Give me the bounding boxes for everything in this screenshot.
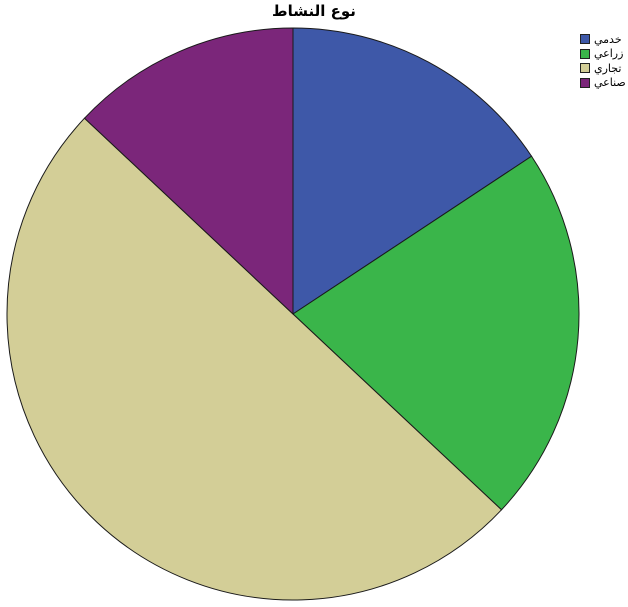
legend-label: تجاري — [594, 61, 622, 75]
pie-slice-2 — [292, 155, 580, 511]
legend: خدمي زراعي تجاري صناعي — [580, 32, 626, 90]
pie-slice-4 — [83, 27, 294, 316]
legend-label: خدمي — [594, 32, 622, 46]
legend-swatch — [580, 77, 590, 88]
pie-slice-1 — [292, 27, 533, 315]
legend-label: صناعي — [594, 76, 626, 90]
legend-item-2: زراعي — [580, 47, 626, 62]
legend-item-4: صناعي — [580, 76, 626, 91]
pie-slice-3 — [6, 117, 503, 601]
legend-label: زراعي — [594, 47, 624, 61]
legend-swatch — [580, 63, 590, 74]
legend-swatch — [580, 34, 590, 45]
legend-swatch — [580, 48, 590, 59]
legend-item-3: تجاري — [580, 61, 626, 76]
chart-title: نوع النشاط — [272, 2, 356, 20]
legend-item-1: خدمي — [580, 32, 626, 47]
